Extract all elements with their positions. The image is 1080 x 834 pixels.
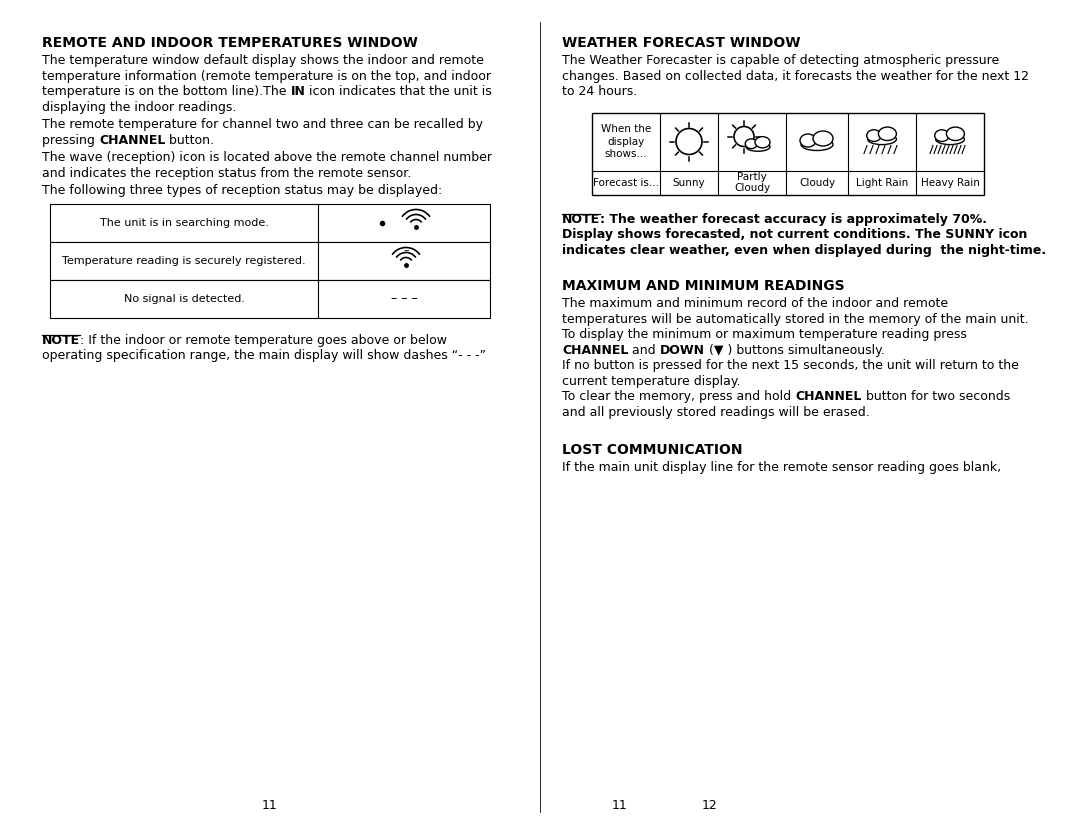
Text: Cloudy: Cloudy: [799, 178, 835, 188]
Bar: [50, 279, 490, 318]
Text: 11: 11: [612, 799, 627, 812]
Text: changes. Based on collected data, it forecasts the weather for the next 12: changes. Based on collected data, it for…: [562, 69, 1029, 83]
Text: and: and: [629, 344, 660, 356]
Text: IN: IN: [291, 85, 306, 98]
Text: 11: 11: [262, 799, 278, 812]
Text: If the main unit display line for the remote sensor reading goes blank,: If the main unit display line for the re…: [562, 461, 1001, 474]
Bar: [50, 203, 490, 242]
Text: The following three types of reception status may be displayed:: The following three types of reception s…: [42, 184, 442, 197]
Text: The wave (reception) icon is located above the remote channel number: The wave (reception) icon is located abo…: [42, 151, 492, 164]
Text: and indicates the reception status from the remote sensor.: and indicates the reception status from …: [42, 167, 411, 179]
Text: When the
display
shows...: When the display shows...: [600, 124, 651, 159]
Text: NOTE: NOTE: [42, 334, 80, 346]
Text: pressing: pressing: [42, 133, 99, 147]
Text: Partly
Cloudy: Partly Cloudy: [734, 172, 770, 193]
Text: The unit is in searching mode.: The unit is in searching mode.: [99, 218, 269, 228]
Text: : The weather forecast accuracy is approximately 70%.: : The weather forecast accuracy is appro…: [600, 213, 987, 225]
Text: (▼ ) buttons simultaneously.: (▼ ) buttons simultaneously.: [705, 344, 885, 356]
Ellipse shape: [746, 143, 770, 151]
Text: The remote temperature for channel two and three can be recalled by: The remote temperature for channel two a…: [42, 118, 483, 131]
Text: Temperature reading is securely registered.: Temperature reading is securely register…: [63, 255, 306, 265]
Ellipse shape: [946, 127, 964, 141]
Ellipse shape: [935, 133, 964, 144]
Text: Forecast is...: Forecast is...: [593, 178, 659, 188]
Text: Heavy Rain: Heavy Rain: [920, 178, 980, 188]
Text: Light Rain: Light Rain: [855, 178, 908, 188]
Text: MAXIMUM AND MINIMUM READINGS: MAXIMUM AND MINIMUM READINGS: [562, 279, 845, 293]
Text: REMOTE AND INDOOR TEMPERATURES WINDOW: REMOTE AND INDOOR TEMPERATURES WINDOW: [42, 36, 418, 50]
Ellipse shape: [801, 138, 833, 150]
Text: WEATHER FORECAST WINDOW: WEATHER FORECAST WINDOW: [562, 36, 800, 50]
Text: To display the minimum or maximum temperature reading press: To display the minimum or maximum temper…: [562, 328, 967, 341]
Text: icon indicates that the unit is: icon indicates that the unit is: [306, 85, 492, 98]
Text: –: –: [403, 245, 409, 255]
Text: temperature is on the bottom line).The: temperature is on the bottom line).The: [42, 85, 291, 98]
Bar: [592, 113, 984, 194]
Text: CHANNEL: CHANNEL: [99, 133, 165, 147]
Text: and all previously stored readings will be erased.: and all previously stored readings will …: [562, 405, 869, 419]
Text: NOTE: NOTE: [562, 213, 600, 225]
Text: The Weather Forecaster is capable of detecting atmospheric pressure: The Weather Forecaster is capable of det…: [562, 54, 999, 67]
Ellipse shape: [800, 134, 816, 147]
Text: temperatures will be automatically stored in the memory of the main unit.: temperatures will be automatically store…: [562, 313, 1028, 325]
Text: No signal is detected.: No signal is detected.: [123, 294, 244, 304]
Ellipse shape: [934, 130, 949, 142]
Text: button.: button.: [165, 133, 214, 147]
Ellipse shape: [755, 137, 770, 148]
Text: button for two seconds: button for two seconds: [862, 390, 1010, 403]
Text: 12: 12: [702, 799, 718, 812]
Ellipse shape: [813, 131, 833, 146]
Text: To clear the memory, press and hold: To clear the memory, press and hold: [562, 390, 795, 403]
Ellipse shape: [867, 133, 896, 144]
Text: CHANNEL: CHANNEL: [562, 344, 629, 356]
Text: displaying the indoor readings.: displaying the indoor readings.: [42, 101, 237, 113]
Ellipse shape: [878, 127, 896, 141]
Text: If no button is pressed for the next 15 seconds, the unit will return to the: If no button is pressed for the next 15 …: [562, 359, 1018, 372]
Text: : If the indoor or remote temperature goes above or below: : If the indoor or remote temperature go…: [80, 334, 447, 346]
Text: Sunny: Sunny: [673, 178, 705, 188]
Text: operating specification range, the main display will show dashes “- - -”: operating specification range, the main …: [42, 349, 486, 362]
Text: indicates clear weather, even when displayed during  the night-time.: indicates clear weather, even when displ…: [562, 244, 1047, 257]
Text: LOST COMMUNICATION: LOST COMMUNICATION: [562, 443, 743, 457]
Bar: [50, 242, 490, 279]
Text: The temperature window default display shows the indoor and remote: The temperature window default display s…: [42, 54, 484, 67]
Text: – – –: – – –: [391, 292, 417, 305]
Text: CHANNEL: CHANNEL: [795, 390, 862, 403]
Text: DOWN: DOWN: [660, 344, 705, 356]
Ellipse shape: [745, 139, 757, 148]
Ellipse shape: [866, 130, 881, 142]
Text: current temperature display.: current temperature display.: [562, 374, 741, 388]
Text: to 24 hours.: to 24 hours.: [562, 85, 637, 98]
Text: The maximum and minimum record of the indoor and remote: The maximum and minimum record of the in…: [562, 297, 948, 310]
Text: temperature information (remote temperature is on the top, and indoor: temperature information (remote temperat…: [42, 69, 491, 83]
Text: Display shows forecasted, not current conditions. The SUNNY icon: Display shows forecasted, not current co…: [562, 228, 1027, 241]
